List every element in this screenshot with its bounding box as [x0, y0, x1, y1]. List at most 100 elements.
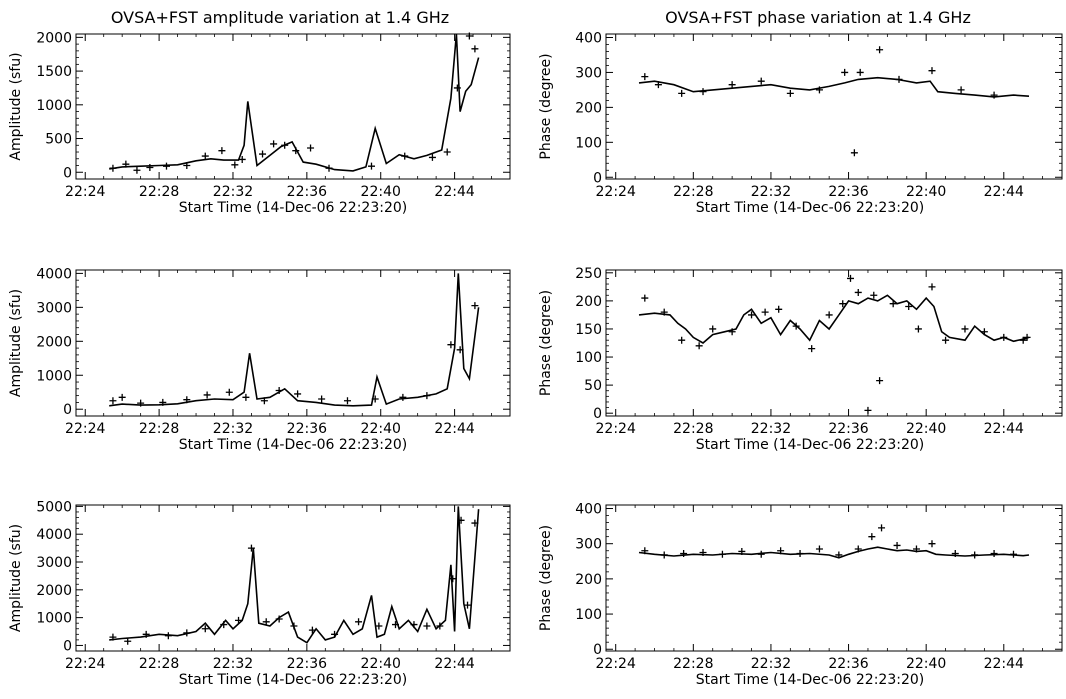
amplitude-3-xtick-label: 22:36: [287, 656, 327, 672]
amplitude-1-xtick-label: 22:36: [287, 184, 327, 200]
amplitude-2-series-line: [109, 273, 480, 407]
phase-3-data-point: [854, 545, 862, 553]
amplitude-2-data-point: [203, 391, 211, 399]
phase-3-data-point: [928, 540, 936, 548]
amplitude-2-data-point: [447, 341, 455, 349]
phase-3-data-point: [738, 547, 746, 555]
phase-3-xtick-label: 22:32: [751, 656, 791, 672]
phase-2-ytick-label: 200: [575, 294, 602, 310]
phase-3-data-point: [912, 545, 920, 553]
phase-1-data-point: [856, 68, 864, 76]
amplitude-3-data-point: [457, 516, 465, 524]
amplitude-2-xtick-label: 22:40: [361, 421, 401, 437]
amplitude-1-frame: [75, 33, 511, 180]
amplitude-2-data-point: [109, 397, 117, 405]
amplitude-1-ytick-label: 1500: [36, 64, 72, 80]
phase-1-data-point: [928, 67, 936, 75]
phase-3-series-line: [638, 546, 1030, 559]
amplitude-1-series-line: [109, 34, 480, 172]
phase-2-data-point: [1023, 333, 1031, 341]
phase-1-data-point: [957, 86, 965, 94]
amplitude-3-data-point: [201, 625, 209, 633]
phase-3-data-point: [868, 533, 876, 541]
amplitude-1-xtick-label: 22:24: [65, 184, 105, 200]
amplitude-3-y-axis-label: Amplitude (sfu): [8, 524, 24, 632]
amplitude-1-data-point: [471, 45, 479, 53]
amplitude-3-data-point: [275, 615, 283, 623]
phase-3-data-point: [699, 548, 707, 556]
phase-3-frame: [605, 504, 1063, 652]
phase-column-title: OVSA+FST phase variation at 1.4 GHz: [665, 8, 971, 27]
phase-1-ytick-label: 300: [575, 65, 602, 81]
phase-3-ytick-label: 300: [575, 537, 602, 553]
amplitude-1-xtick-label: 22:32: [213, 184, 253, 200]
amplitude-3-xtick-label: 22:32: [213, 656, 253, 672]
amplitude-1-x-axis-label: Start Time (14-Dec-06 22:23:20): [179, 200, 407, 216]
phase-2-data-point: [792, 322, 800, 330]
phase-3-xtick-label: 22:40: [906, 656, 946, 672]
amplitude-2-data-point: [225, 388, 233, 396]
amplitude-2-data-point: [318, 395, 326, 403]
phase-1-frame: [605, 33, 1063, 180]
phase-2-xtick-label: 22:44: [984, 421, 1024, 437]
amplitude-2-xtick-label: 22:28: [139, 421, 179, 437]
phase-3-data-point: [878, 524, 886, 532]
phase-2-data-point: [846, 274, 854, 282]
amplitude-1-data-point: [281, 141, 289, 149]
amplitude-3-data-point: [109, 633, 117, 641]
phase-3-ytick-label: 100: [575, 607, 602, 623]
phase-3-x-axis-label: Start Time (14-Dec-06 22:23:20): [696, 672, 924, 688]
amplitude-2-xtick-label: 22:44: [434, 421, 474, 437]
amplitude-2-ytick-label: 4000: [36, 266, 72, 282]
amplitude-3-data-point: [308, 626, 316, 634]
amplitude-3-data-point: [449, 575, 457, 583]
phase-2-data-point: [839, 300, 847, 308]
amplitude-2-data-point: [183, 396, 191, 404]
phase-3-data-point: [757, 550, 765, 558]
phase-3-data-point: [1009, 550, 1017, 558]
phase-1-data-point: [895, 75, 903, 83]
amplitude-1-ytick-label: 500: [45, 132, 72, 148]
phase-2-data-point: [980, 328, 988, 336]
amplitude-1-data-point: [259, 150, 267, 158]
amplitude-1-xtick-label: 22:44: [434, 184, 474, 200]
amplitude-1-data-point: [428, 153, 436, 161]
phase-2-ytick-label: 250: [575, 266, 602, 282]
amplitude-3-data-point: [375, 622, 383, 630]
amplitude-3-data-point: [436, 622, 444, 630]
amplitude-1-data-point: [109, 164, 117, 172]
amplitude-2-data-point: [275, 387, 283, 395]
amplitude-1-xtick-label: 22:28: [139, 184, 179, 200]
amplitude-1-data-point: [238, 155, 246, 163]
phase-2-data-point: [695, 342, 703, 350]
amplitude-3-xtick-label: 22:44: [434, 656, 474, 672]
phase-1-data-point: [678, 89, 686, 97]
amplitude-1-ytick-label: 2000: [36, 30, 72, 46]
phase-2-xtick-label: 22:28: [673, 421, 713, 437]
phase-1-panel: 22:24 22:28 22:32 22:36 22:40 22:44 0 100 200 300…: [538, 30, 1063, 216]
amplitude-2-x-axis-label: Start Time (14-Dec-06 22:23:20): [179, 437, 407, 453]
phase-3-data-point: [951, 550, 959, 558]
phase-2-data-point: [1019, 336, 1027, 344]
phase-2-frame: [605, 269, 1063, 417]
amplitude-1-y-axis-label: Amplitude (sfu): [8, 52, 24, 160]
phase-2-ytick-label: 150: [575, 322, 602, 338]
amplitude-2-data-point: [343, 397, 351, 405]
phase-2-data-point: [864, 406, 872, 414]
phase-3-data-point: [680, 550, 688, 558]
phase-2-data-point: [678, 336, 686, 344]
phase-2-xtick-label: 22:32: [751, 421, 791, 437]
phase-1-ytick-label: 100: [575, 135, 602, 151]
amplitude-1-data-point: [231, 161, 239, 169]
amplitude-3-data-point: [235, 616, 243, 624]
phase-3-xtick-label: 22:44: [984, 656, 1024, 672]
phase-2-data-point: [761, 308, 769, 316]
amplitude-3-data-point: [290, 622, 298, 630]
phase-1-data-point: [728, 81, 736, 89]
amplitude-1-data-point: [133, 166, 141, 174]
amplitude-1-ytick-label: 1000: [36, 98, 72, 114]
phase-2-series-line: [638, 294, 1030, 344]
amplitude-3-frame: [75, 504, 511, 652]
phase-2-data-point: [870, 291, 878, 299]
phase-3-data-point: [815, 545, 823, 553]
